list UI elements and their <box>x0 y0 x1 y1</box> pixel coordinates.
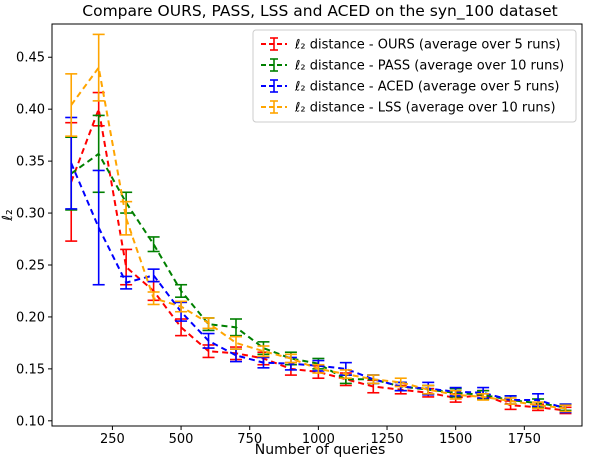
plot-area <box>65 33 572 415</box>
legend-label: ℓ₂ distance - PASS (average over 10 runs… <box>294 59 564 74</box>
legend-label: ℓ₂ distance - OURS (average over 5 runs) <box>294 38 561 53</box>
y-axis-label: ℓ₂ <box>0 209 16 221</box>
x-tick-label: 500 <box>169 432 194 447</box>
x-axis-label: Number of queries <box>255 442 386 458</box>
x-tick-label: 1500 <box>439 432 472 447</box>
legend-box <box>252 29 577 123</box>
axes: 250 500 750 1000 1250 1500 1750 0.10 0.15 0.20 0.2… <box>16 23 583 447</box>
legend-item-3: ℓ₂ distance - LSS (average over 10 runs) <box>261 100 556 116</box>
y-tick-label: 0.40 <box>16 103 45 118</box>
legend: ℓ₂ distance - OURS (average over 5 runs)… <box>252 29 577 123</box>
y-tick-label: 0.35 <box>16 155 45 170</box>
chart-title: Compare OURS, PASS, LSS and ACED on the … <box>82 2 557 21</box>
y-tick-label: 0.30 <box>16 207 45 222</box>
x-tick-label: 1750 <box>508 432 541 447</box>
y-tick-label: 0.20 <box>16 310 45 325</box>
legend-item-1: ℓ₂ distance - PASS (average over 10 runs… <box>261 58 564 74</box>
legend-label: ℓ₂ distance - ACED (average over 5 runs) <box>294 80 559 95</box>
x-tick-label: 1000 <box>302 432 335 447</box>
legend-label: ℓ₂ distance - LSS (average over 10 runs) <box>294 101 556 116</box>
x-tick-label: 250 <box>100 432 125 447</box>
y-tick-label: 0.10 <box>16 414 45 429</box>
y-tick-label: 0.25 <box>16 258 45 273</box>
y-tick-label: 0.15 <box>16 362 45 377</box>
x-tick-label: 1250 <box>370 432 403 447</box>
x-tick-label: 750 <box>237 432 262 447</box>
series-3 <box>65 33 572 413</box>
legend-item-0: ℓ₂ distance - OURS (average over 5 runs) <box>261 37 561 53</box>
y-tick-label: 0.45 <box>16 51 45 66</box>
plot-frame <box>51 23 583 427</box>
legend-item-2: ℓ₂ distance - ACED (average over 5 runs) <box>261 79 559 95</box>
